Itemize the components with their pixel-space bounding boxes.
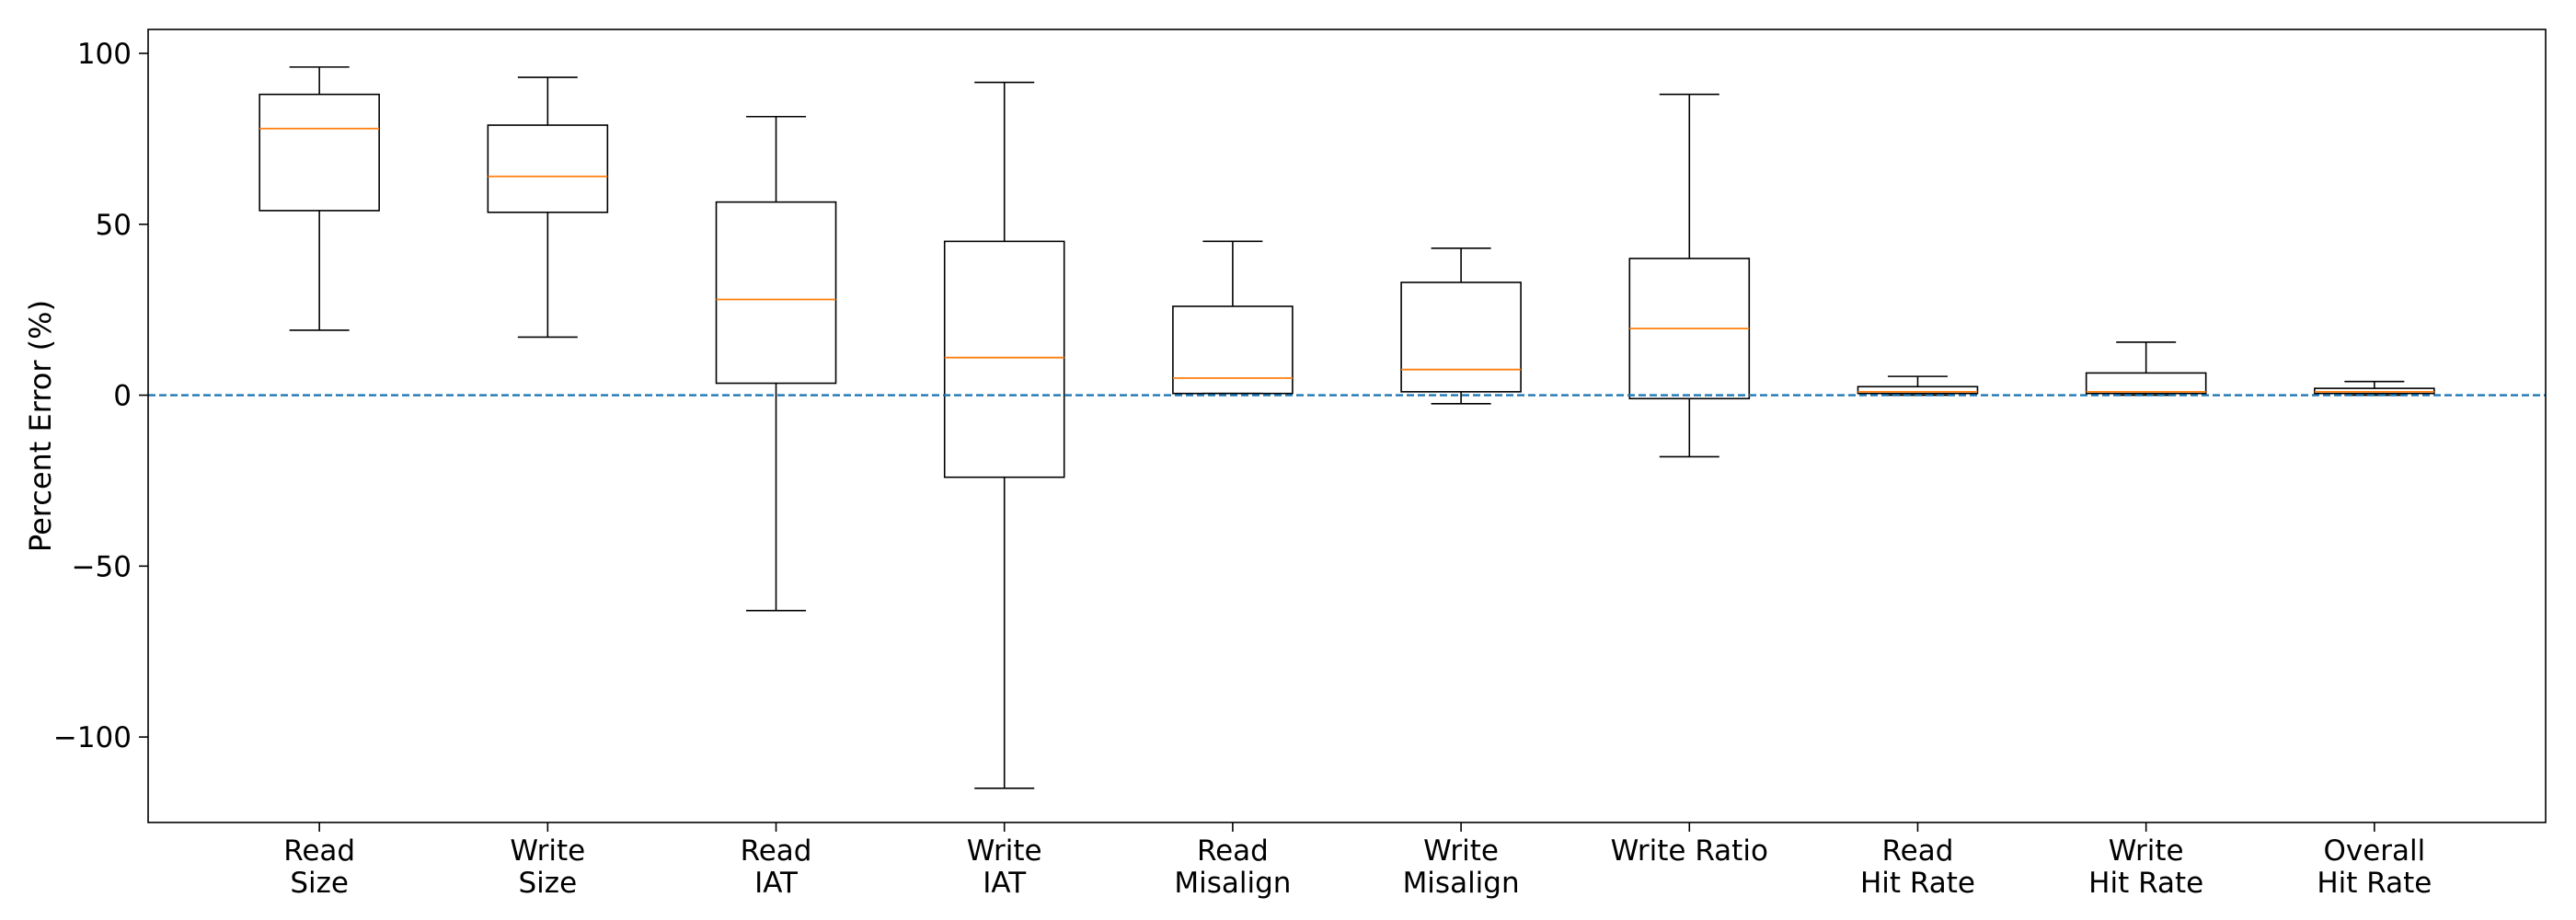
box-iqr bbox=[1172, 305, 1294, 395]
box-item bbox=[715, 115, 837, 612]
x-tick-label-line: Read bbox=[1882, 834, 1954, 868]
box-iqr bbox=[259, 93, 380, 212]
x-tick-label: Read Size bbox=[283, 834, 355, 900]
x-tick-label-line: Overall bbox=[2323, 834, 2425, 868]
x-tick-label-line: Hit Rate bbox=[1860, 867, 1975, 900]
x-tick-label-line: Read bbox=[1197, 834, 1269, 868]
box-iqr bbox=[715, 201, 837, 385]
y-tick-label: 100 bbox=[77, 38, 132, 71]
box-iqr bbox=[2314, 387, 2435, 395]
box-item bbox=[487, 76, 609, 339]
x-tick-label-line: Write bbox=[510, 834, 585, 868]
x-tick-label-line: Misalign bbox=[1174, 867, 1291, 900]
box-item bbox=[1400, 247, 1522, 405]
x-tick-label-line: Misalign bbox=[1403, 867, 1520, 900]
box-iqr bbox=[487, 124, 609, 213]
x-tick-label-line: Read bbox=[741, 834, 812, 868]
x-tick-label-line: Write bbox=[2109, 834, 2184, 868]
box-item bbox=[2085, 341, 2207, 397]
box-iqr bbox=[1400, 282, 1522, 393]
x-tick-label-line: IAT bbox=[983, 867, 1027, 900]
box-item bbox=[1628, 93, 1751, 458]
x-tick-label: Write Misalign bbox=[1403, 834, 1520, 900]
x-tick-label-line: Read bbox=[283, 834, 355, 868]
y-tick-label: −50 bbox=[72, 550, 132, 583]
x-tick-label-line: Hit Rate bbox=[2088, 867, 2203, 900]
y-tick-label: −100 bbox=[53, 721, 132, 754]
x-tick-label-line: Size bbox=[519, 867, 578, 900]
x-tick-label: Overall Hit Rate bbox=[2317, 834, 2432, 900]
x-tick-label-line: Write bbox=[967, 834, 1042, 868]
x-tick-label-line: Hit Rate bbox=[2317, 867, 2432, 900]
x-tick-label-line: Write Ratio bbox=[1611, 834, 1768, 868]
y-axis: 100 50 0 −50 −100 bbox=[53, 38, 148, 754]
x-tick-label-line: IAT bbox=[754, 867, 799, 900]
x-tick-label: Read IAT bbox=[741, 834, 812, 900]
box-item bbox=[1857, 375, 1979, 397]
y-tick-label: 50 bbox=[96, 209, 132, 242]
x-tick-label: Write IAT bbox=[967, 834, 1042, 900]
x-tick-label-line: Write bbox=[1423, 834, 1499, 868]
box-item bbox=[259, 66, 380, 331]
box-item bbox=[2314, 380, 2435, 397]
x-tick-label-line: Size bbox=[290, 867, 349, 900]
x-tick-label: Write Hit Rate bbox=[2088, 834, 2203, 900]
y-axis-label: Percent Error (%) bbox=[23, 300, 58, 552]
box-iqr bbox=[2085, 372, 2207, 395]
box-item bbox=[943, 81, 1065, 789]
box-iqr bbox=[943, 240, 1065, 478]
box-iqr bbox=[1857, 385, 1979, 395]
box-item bbox=[1172, 240, 1294, 395]
x-tick-label: Read Misalign bbox=[1174, 834, 1291, 900]
x-tick-label: Write Size bbox=[510, 834, 585, 900]
x-tick-label: Read Hit Rate bbox=[1860, 834, 1975, 900]
y-tick-label: 0 bbox=[113, 380, 132, 413]
plot-frame bbox=[147, 29, 2547, 823]
x-tick-label: Write Ratio bbox=[1611, 834, 1768, 868]
box-series bbox=[259, 66, 2435, 789]
